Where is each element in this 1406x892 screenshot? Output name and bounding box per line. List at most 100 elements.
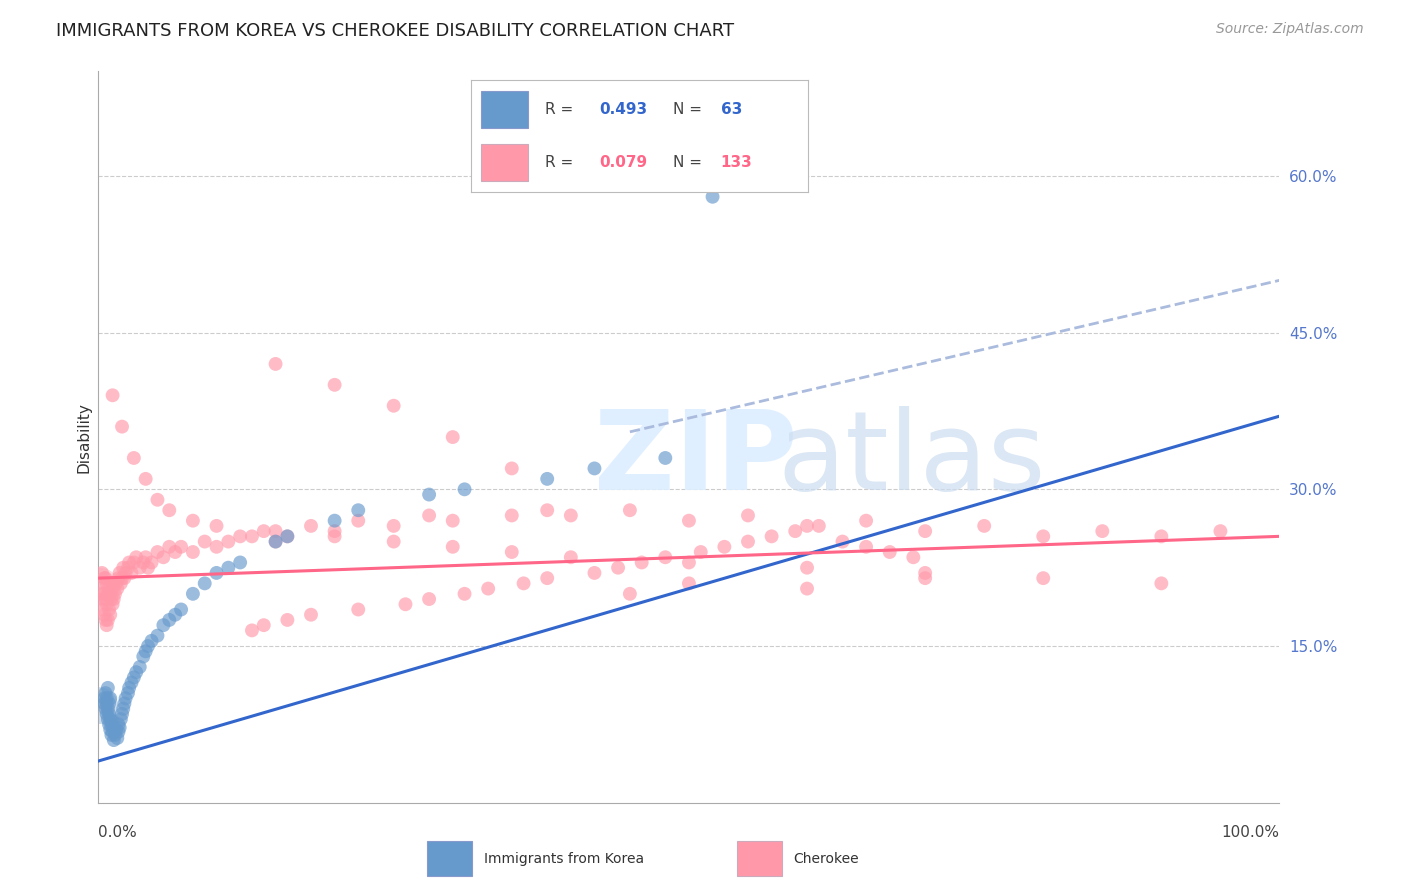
Point <box>105 731 128 745</box>
Point <box>93 587 115 601</box>
Point <box>831 534 853 549</box>
Point <box>796 519 818 533</box>
Text: R =: R = <box>546 103 578 118</box>
Point <box>97 712 120 726</box>
Point <box>96 618 118 632</box>
Point <box>299 519 322 533</box>
Point <box>146 629 169 643</box>
Point <box>118 681 141 695</box>
Point <box>418 508 440 523</box>
Point <box>100 576 122 591</box>
Point <box>1032 529 1054 543</box>
Text: Immigrants from Korea: Immigrants from Korea <box>484 852 644 865</box>
Point <box>103 576 125 591</box>
Text: R =: R = <box>546 154 578 169</box>
Point <box>135 472 157 486</box>
Point <box>181 587 204 601</box>
Point <box>96 576 118 591</box>
Point <box>89 582 111 596</box>
Point <box>323 524 346 538</box>
Point <box>98 691 121 706</box>
Point <box>217 534 239 549</box>
Point <box>323 529 346 543</box>
Point <box>96 597 118 611</box>
Point <box>108 566 131 580</box>
Point <box>299 607 322 622</box>
Point <box>761 529 783 543</box>
Point <box>118 556 141 570</box>
Text: 0.0%: 0.0% <box>98 825 138 840</box>
Point <box>93 691 115 706</box>
Point <box>117 560 139 574</box>
Point <box>276 529 298 543</box>
Point <box>121 566 143 580</box>
Point <box>264 534 287 549</box>
Point <box>146 545 169 559</box>
Point <box>125 665 148 680</box>
Point <box>194 576 217 591</box>
Point <box>94 613 117 627</box>
Point <box>205 566 228 580</box>
Point <box>104 587 127 601</box>
FancyBboxPatch shape <box>481 144 529 180</box>
Text: 100.0%: 100.0% <box>1222 825 1279 840</box>
Point <box>141 556 163 570</box>
Point <box>96 697 118 711</box>
Point <box>165 545 187 559</box>
Point <box>136 639 159 653</box>
Point <box>122 556 145 570</box>
Point <box>323 377 346 392</box>
Point <box>101 597 124 611</box>
Point <box>170 540 193 554</box>
Point <box>132 556 155 570</box>
Point <box>98 602 121 616</box>
Point <box>276 529 298 543</box>
Point <box>678 576 700 591</box>
Point <box>713 540 735 554</box>
Point <box>101 582 124 596</box>
Point <box>122 450 145 465</box>
Point <box>96 691 118 706</box>
Point <box>879 545 901 559</box>
Point <box>100 728 122 742</box>
Text: IMMIGRANTS FROM KOREA VS CHEROKEE DISABILITY CORRELATION CHART: IMMIGRANTS FROM KOREA VS CHEROKEE DISABI… <box>56 22 734 40</box>
Point <box>205 519 228 533</box>
Point <box>276 613 298 627</box>
Point <box>108 721 131 735</box>
Point <box>536 472 558 486</box>
Point <box>229 556 252 570</box>
Point <box>107 724 129 739</box>
Point <box>98 587 121 601</box>
Point <box>536 571 558 585</box>
Point <box>90 587 112 601</box>
Point <box>512 576 534 591</box>
Point <box>97 681 120 695</box>
Point <box>785 524 807 538</box>
Point <box>101 724 124 739</box>
Point <box>103 733 125 747</box>
Point <box>112 702 135 716</box>
Point <box>914 571 936 585</box>
Point <box>98 723 121 737</box>
Point <box>441 514 464 528</box>
Point <box>136 560 159 574</box>
Point <box>654 450 676 465</box>
Point <box>678 556 700 570</box>
Point <box>914 566 936 580</box>
Point <box>91 602 114 616</box>
Point <box>914 524 936 538</box>
Point <box>97 613 120 627</box>
Point <box>104 728 127 742</box>
Point <box>453 587 475 601</box>
Point <box>240 529 263 543</box>
Point <box>100 592 122 607</box>
Point <box>418 592 440 607</box>
Point <box>689 545 711 559</box>
Point <box>91 592 114 607</box>
Point <box>112 697 135 711</box>
Point <box>89 698 111 713</box>
Point <box>181 514 204 528</box>
Text: 133: 133 <box>721 154 752 169</box>
Point <box>536 503 558 517</box>
Point <box>1150 529 1173 543</box>
